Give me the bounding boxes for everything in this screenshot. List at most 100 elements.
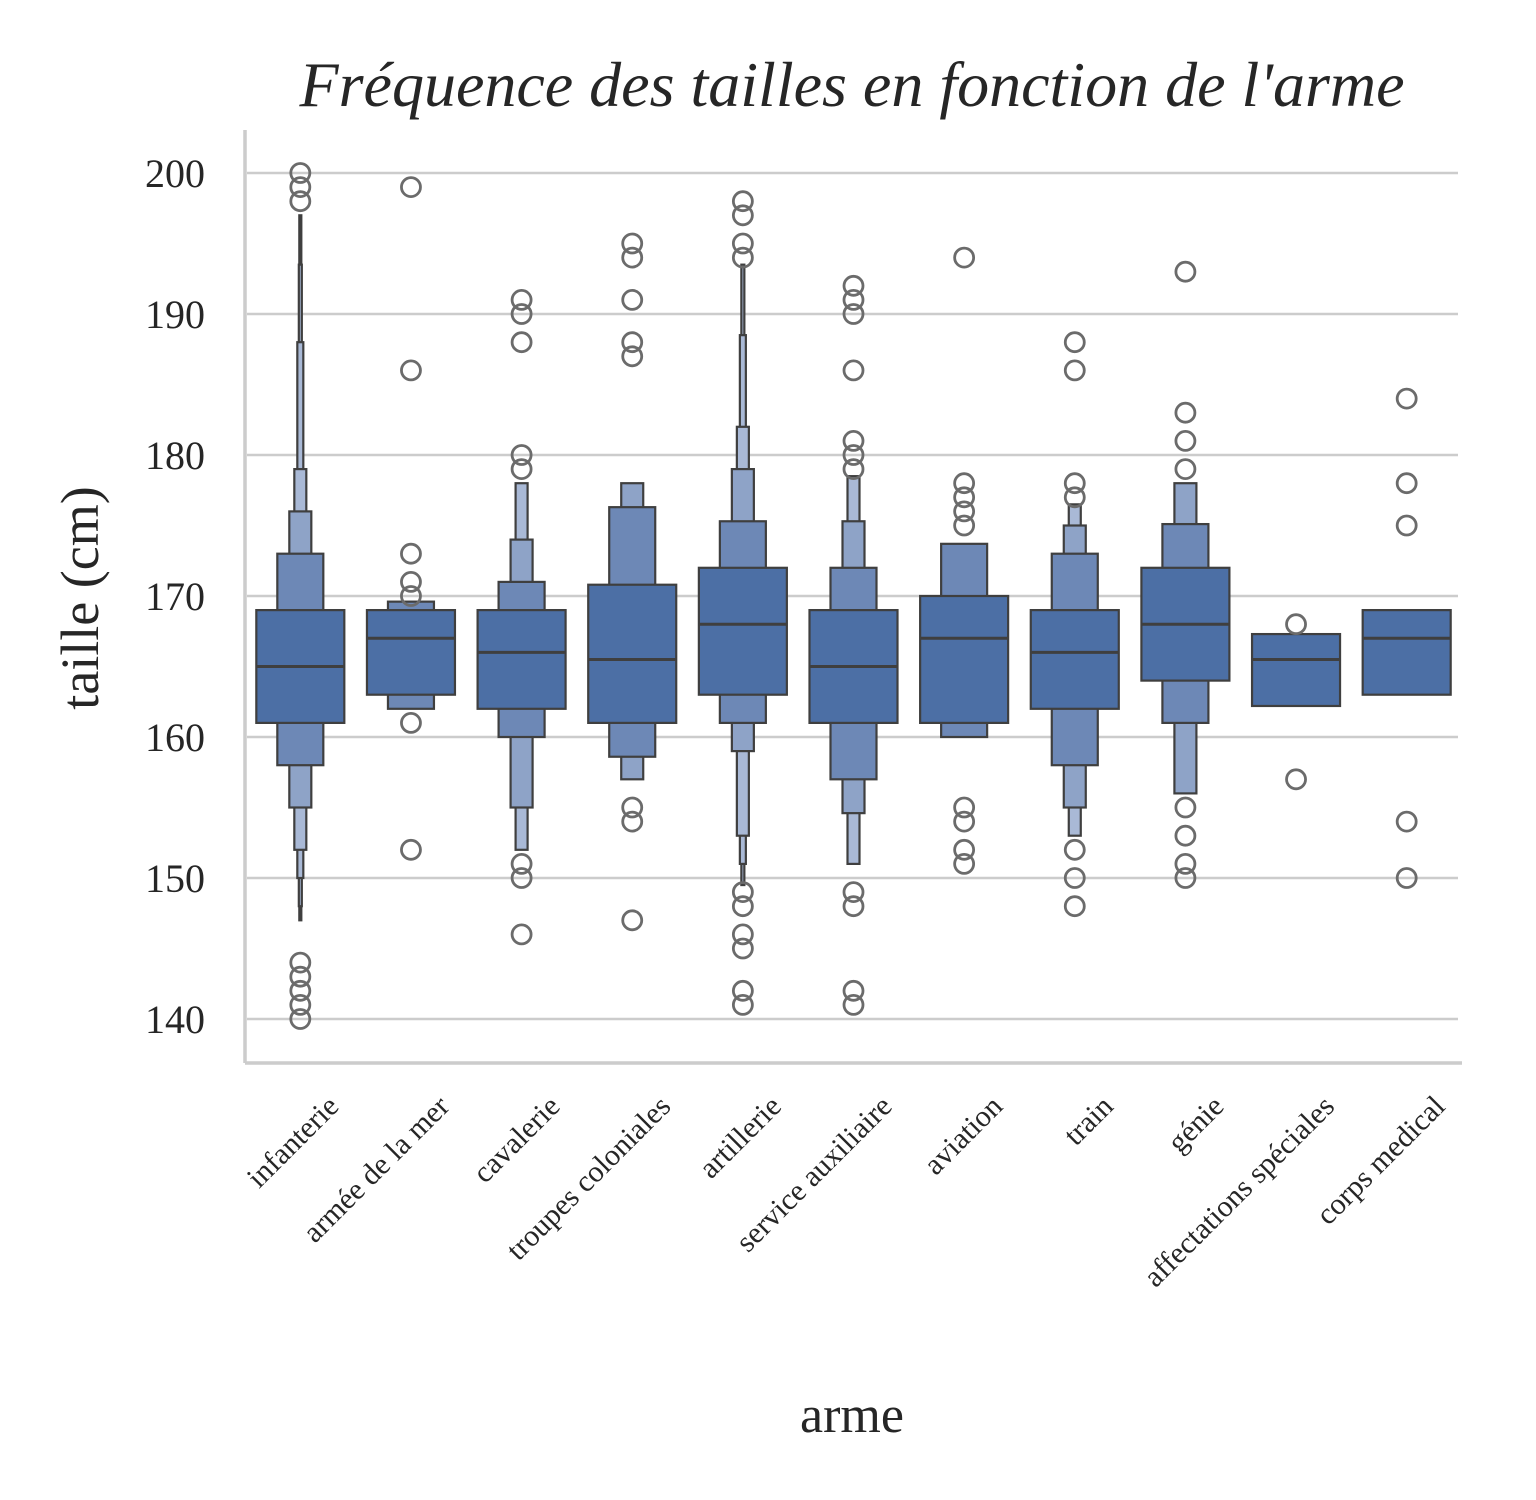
- boxen-box: [1361, 608, 1452, 696]
- outlier-point: [1174, 429, 1197, 452]
- outlier-point: [400, 542, 422, 565]
- outlier-point: [842, 444, 865, 466]
- boxen-group: [1361, 387, 1452, 889]
- outlier-point: [1395, 387, 1418, 410]
- boxen-box: [476, 608, 567, 710]
- outlier-point: [510, 923, 533, 946]
- outlier-point: [510, 303, 533, 325]
- outlier-point: [1063, 838, 1086, 861]
- outlier-point: [1395, 514, 1418, 537]
- outlier-point: [621, 331, 644, 354]
- boxen-group: [697, 190, 788, 1016]
- outlier-point: [1285, 613, 1307, 636]
- outlier-point: [621, 288, 644, 311]
- outlier-point: [842, 895, 865, 918]
- outlier-point: [400, 712, 422, 734]
- outlier-point: [731, 246, 754, 269]
- outlier-point: [842, 979, 865, 1002]
- outlier-point: [400, 176, 422, 199]
- outlier-point: [842, 881, 865, 903]
- outlier-point: [1174, 458, 1197, 481]
- boxen-group: [1029, 331, 1120, 918]
- chart-title: Fréquence des tailles en fonction de l'a…: [299, 49, 1405, 120]
- boxen-box: [365, 608, 457, 696]
- outlier-point: [953, 500, 976, 523]
- outlier-point: [510, 867, 533, 889]
- outlier-point: [731, 881, 754, 903]
- y-tick-label: 190: [145, 292, 205, 337]
- outlier-point: [731, 190, 754, 213]
- outlier-point: [289, 965, 312, 988]
- outlier-point: [1063, 331, 1086, 354]
- outlier-point: [510, 444, 533, 466]
- outlier-point: [731, 979, 754, 1002]
- outlier-point: [842, 359, 865, 382]
- boxen-box: [697, 566, 788, 696]
- y-axis-label: taille (cm): [50, 486, 110, 709]
- outlier-point: [731, 923, 754, 946]
- boxen-groups: [255, 162, 1452, 1030]
- x-tick-label: aviation: [917, 1090, 1009, 1182]
- outlier-point: [1063, 867, 1086, 889]
- boxen-group: [808, 274, 899, 1016]
- outlier-point: [400, 359, 422, 382]
- x-tick-label: cavalerie: [467, 1090, 567, 1190]
- outlier-point: [621, 246, 644, 269]
- outlier-point: [953, 810, 976, 833]
- outlier-point: [510, 853, 533, 875]
- x-tick-label: infanterie: [241, 1090, 346, 1195]
- boxen-group: [476, 288, 567, 946]
- outlier-point: [1395, 472, 1418, 495]
- outlier-point: [621, 909, 644, 932]
- y-tick-label: 150: [145, 856, 205, 901]
- outlier-point: [1395, 810, 1418, 833]
- y-tick-label: 170: [145, 574, 205, 619]
- boxen-box: [1029, 608, 1120, 710]
- y-tick-label: 180: [145, 433, 205, 478]
- outlier-point: [289, 1008, 312, 1030]
- outlier-point: [842, 288, 865, 311]
- outlier-point: [289, 994, 312, 1016]
- outlier-point: [731, 204, 754, 227]
- outlier-point: [1395, 867, 1418, 889]
- axes-spines: [243, 130, 1462, 1065]
- x-tick-label: génie: [1161, 1090, 1230, 1159]
- outlier-point: [400, 571, 422, 593]
- outlier-point: [953, 796, 976, 819]
- boxen-group: [1250, 613, 1342, 791]
- outlier-point: [289, 951, 312, 974]
- outlier-point: [1174, 260, 1197, 283]
- outlier-point: [1063, 472, 1086, 495]
- outlier-point: [1063, 486, 1086, 509]
- outlier-point: [1063, 359, 1086, 382]
- boxen-group: [365, 176, 457, 861]
- x-tick-label: affectations spéciales: [1137, 1090, 1341, 1294]
- outlier-point: [289, 176, 312, 199]
- y-tick-label: 200: [145, 151, 205, 196]
- outlier-point: [1174, 796, 1197, 819]
- outlier-point: [289, 979, 312, 1002]
- outlier-point: [842, 994, 865, 1016]
- y-tick-label: 160: [145, 715, 205, 760]
- outlier-point: [842, 303, 865, 325]
- outlier-point: [953, 472, 976, 495]
- outlier-point: [731, 937, 754, 960]
- boxen-box: [919, 594, 1010, 725]
- boxen-group: [1140, 260, 1231, 889]
- x-tick-label: train: [1058, 1090, 1120, 1152]
- outlier-point: [400, 585, 422, 607]
- boxen-group: [587, 232, 678, 932]
- outlier-point: [731, 895, 754, 918]
- outlier-point: [289, 190, 312, 213]
- x-axis-label: arme: [800, 1387, 904, 1444]
- outlier-point: [510, 331, 533, 354]
- outlier-point: [1174, 853, 1197, 875]
- boxen-box: [587, 583, 678, 724]
- outlier-point: [953, 514, 976, 537]
- outlier-point: [731, 232, 754, 255]
- outlier-point: [1174, 867, 1197, 889]
- outlier-point: [842, 274, 865, 297]
- outlier-point: [1063, 895, 1086, 918]
